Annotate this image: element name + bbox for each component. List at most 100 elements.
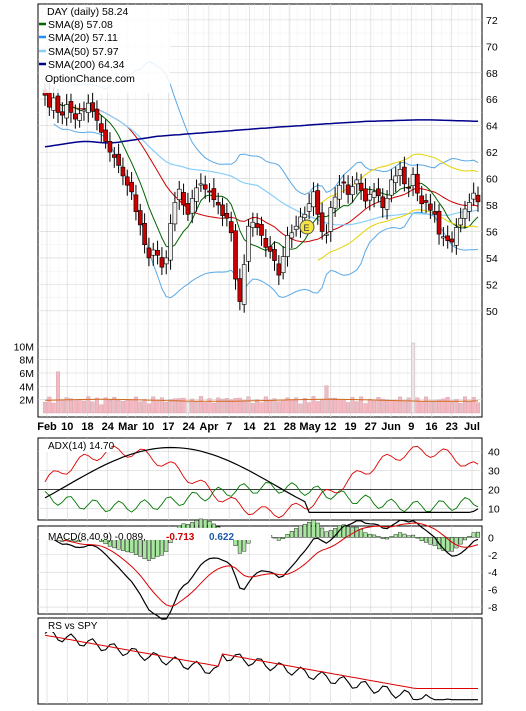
volume-bar bbox=[454, 399, 459, 414]
x-tick-label: 12 bbox=[324, 421, 336, 433]
volume-bar bbox=[237, 397, 242, 414]
candle-down bbox=[220, 204, 225, 216]
macd-y-tick-label: -4 bbox=[488, 567, 497, 579]
candle-down bbox=[155, 250, 160, 256]
candle-down bbox=[133, 194, 139, 212]
candle-down bbox=[254, 223, 260, 228]
macd-histogram-bar bbox=[315, 522, 320, 538]
sma50-line bbox=[88, 107, 479, 226]
x-tick-label: 19 bbox=[344, 421, 356, 433]
candle-down bbox=[116, 153, 121, 166]
macd-histogram-bar bbox=[389, 536, 394, 538]
sma200-line bbox=[44, 119, 478, 148]
candle-up bbox=[328, 207, 334, 232]
x-tick-label: Mar bbox=[118, 421, 138, 433]
volume-bar bbox=[142, 399, 147, 414]
adx-y-tick-label: 10 bbox=[488, 504, 500, 516]
volume-bar bbox=[276, 401, 281, 414]
candle-down bbox=[60, 111, 65, 116]
volume-bar bbox=[363, 403, 368, 414]
candle-down bbox=[475, 194, 481, 203]
candle-up bbox=[246, 225, 251, 262]
volume-bar bbox=[471, 397, 476, 414]
volume-bar bbox=[367, 399, 372, 414]
volume-bar bbox=[120, 401, 125, 414]
candle-up bbox=[163, 257, 169, 265]
volume-bar bbox=[51, 402, 56, 414]
macd-histogram-bar bbox=[445, 537, 450, 552]
volume-bar bbox=[242, 400, 247, 414]
candle-down bbox=[98, 123, 104, 133]
candle-down bbox=[107, 141, 113, 153]
volume-bar bbox=[463, 396, 468, 414]
macd-y-tick-label: 0 bbox=[488, 532, 494, 544]
volume-bar bbox=[341, 399, 346, 414]
macd-histogram-bar bbox=[337, 525, 342, 538]
volume-bar bbox=[77, 399, 82, 414]
candle-up bbox=[393, 175, 399, 183]
macd-histogram-bar bbox=[359, 529, 364, 538]
volume-y-tick-label: 6M bbox=[19, 368, 34, 380]
volume-bar bbox=[129, 399, 134, 414]
candle-up bbox=[150, 249, 156, 256]
candle-down bbox=[449, 238, 455, 243]
volume-bar bbox=[320, 399, 325, 414]
macd-histogram-bar bbox=[467, 536, 472, 538]
candle-up bbox=[81, 109, 87, 112]
adx-line bbox=[44, 446, 479, 513]
macd-value-2: 0.622 bbox=[209, 532, 234, 543]
candle-up bbox=[384, 198, 390, 210]
candle-down bbox=[207, 190, 212, 193]
volume-y-tick-label: 4M bbox=[19, 381, 34, 393]
adx-y-tick-label: 20 bbox=[488, 484, 500, 496]
rs-average-line bbox=[44, 634, 478, 689]
volume-bar bbox=[164, 402, 169, 414]
legend-sma20: SMA(20) 57.11 bbox=[48, 32, 118, 44]
y-tick-label: 62 bbox=[486, 147, 498, 159]
volume-bar bbox=[393, 400, 398, 414]
macd-histogram-bar bbox=[424, 537, 429, 543]
volume-bar bbox=[185, 401, 190, 414]
volume-bar bbox=[307, 402, 312, 414]
y-tick-label: 68 bbox=[486, 68, 498, 80]
candle-up bbox=[293, 225, 299, 230]
candle-up bbox=[397, 169, 403, 176]
candle-up bbox=[410, 174, 416, 186]
volume-bar bbox=[350, 397, 355, 414]
volume-bar bbox=[203, 402, 208, 414]
x-tick-label: 16 bbox=[425, 421, 437, 433]
macd-histogram-bar bbox=[311, 519, 316, 538]
y-tick-label: 56 bbox=[486, 226, 498, 238]
macd-histogram-bar bbox=[385, 537, 390, 540]
candle-up bbox=[311, 191, 316, 208]
adx-minus-di-line bbox=[44, 482, 479, 513]
candle-up bbox=[350, 186, 355, 195]
candle-down bbox=[215, 202, 221, 206]
volume-bar bbox=[337, 399, 342, 414]
volume-bar bbox=[289, 399, 294, 414]
volume-bar bbox=[467, 401, 472, 414]
volume-bar bbox=[216, 397, 221, 414]
candle-up bbox=[367, 194, 373, 201]
x-tick-label: 7 bbox=[226, 421, 232, 433]
candle-down bbox=[202, 184, 208, 190]
x-tick-label: Jun bbox=[381, 421, 401, 433]
candle-down bbox=[363, 188, 368, 202]
candle-down bbox=[272, 249, 277, 261]
candle-up bbox=[467, 202, 472, 212]
volume-y-tick-label: 10M bbox=[14, 341, 34, 353]
volume-bar bbox=[133, 396, 138, 414]
volume-bar bbox=[402, 400, 407, 414]
volume-bar bbox=[445, 397, 450, 414]
candle-down bbox=[358, 182, 364, 191]
price-legend: DAY (daily) 58.24 SMA(8) 57.08 SMA(20) 5… bbox=[39, 5, 170, 93]
candle-down bbox=[211, 188, 217, 201]
macd-histogram-bar bbox=[471, 532, 476, 538]
candle-down bbox=[120, 166, 126, 177]
candle-down bbox=[55, 95, 61, 113]
volume-bar bbox=[246, 396, 251, 414]
candle-up bbox=[64, 104, 69, 119]
volume-bar bbox=[428, 400, 433, 414]
macd-y-tick-label: -2 bbox=[488, 550, 497, 562]
legend-sma200: SMA(200) 64.34 bbox=[48, 59, 125, 71]
